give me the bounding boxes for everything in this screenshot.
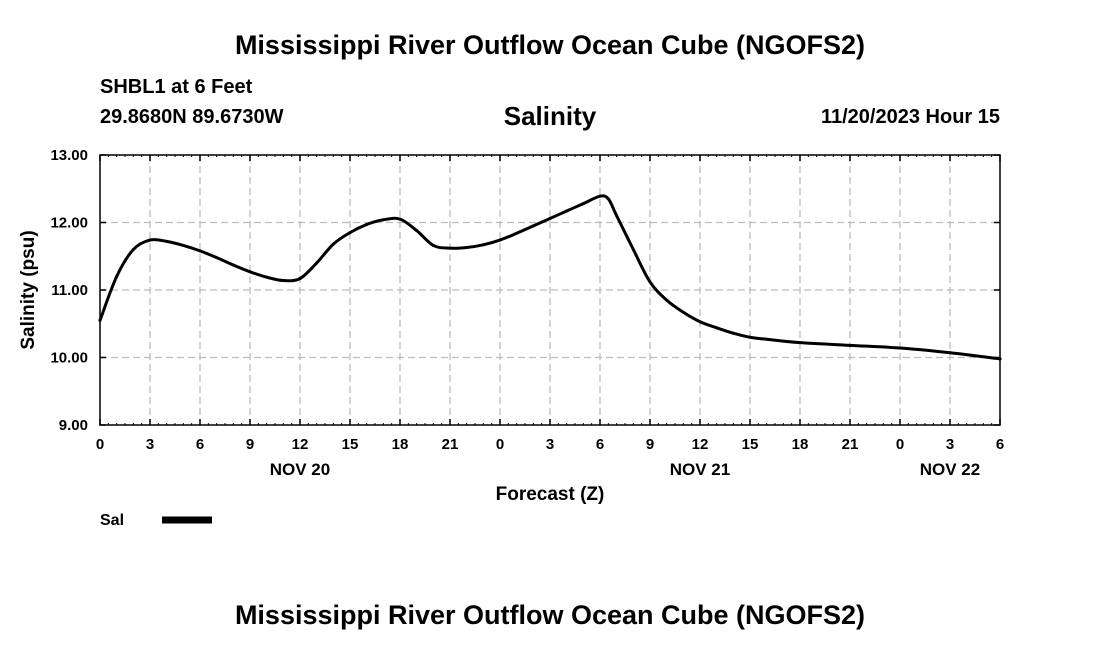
- data-point: [415, 229, 419, 233]
- x-tick-label: 9: [246, 436, 254, 453]
- label-layer: 0 3 6 9 12 15 18 21 0 3 6 9 12 15 18 21 0 3 6 9.00 10.00 11.0…: [18, 147, 1004, 529]
- data-point: [715, 326, 719, 330]
- x-tick-label: 0: [496, 436, 504, 453]
- x-tick-label: 6: [596, 436, 604, 453]
- chart-main-title: Mississippi River Outflow Ocean Cube (NG…: [234, 30, 866, 60]
- data-point: [798, 341, 802, 345]
- forecast-datetime: 11/20/2023 Hour 15: [820, 106, 1000, 128]
- y-tick-label: 12.00: [50, 215, 88, 232]
- date-label: NOV 20: [270, 460, 330, 479]
- data-point: [281, 279, 285, 283]
- data-point: [698, 320, 702, 324]
- data-point: [998, 357, 1002, 361]
- data-point: [848, 343, 852, 347]
- x-tick-label: 3: [546, 436, 554, 453]
- data-point: [631, 248, 635, 251]
- data-point: [198, 249, 202, 253]
- data-point: [231, 263, 235, 267]
- data-point: [248, 270, 252, 274]
- data-point: [581, 202, 585, 206]
- x-tick-label: 0: [96, 436, 104, 453]
- x-axis-label: Forecast (Z): [496, 484, 605, 505]
- data-point: [765, 337, 769, 341]
- footer-title: Mississippi River Outflow Ocean Cube (NG…: [234, 600, 866, 630]
- station-coordinates: 29.8680N 89.6730W: [100, 106, 284, 128]
- data-point: [681, 310, 685, 314]
- station-label: SHBL1 at 6 Feet: [100, 76, 253, 98]
- x-tick-label: 9: [646, 436, 654, 453]
- data-point: [148, 238, 152, 242]
- y-tick-label: 10.00: [50, 350, 88, 367]
- data-point: [615, 214, 619, 218]
- data-point: [365, 223, 369, 227]
- x-tick-label: 15: [742, 436, 759, 453]
- data-point: [898, 346, 902, 350]
- x-tick-label: 6: [996, 436, 1004, 453]
- y-tick-label: 11.00: [51, 282, 88, 299]
- data-point: [131, 248, 135, 251]
- chart-subtitle: Salinity: [503, 101, 597, 131]
- data-point: [748, 335, 752, 339]
- data-point: [431, 243, 435, 247]
- data-point: [731, 331, 735, 335]
- data-point: [565, 209, 569, 213]
- data-point: [531, 224, 535, 228]
- y-axis-label: Salinity (psu): [18, 230, 39, 349]
- data-point: [98, 318, 102, 322]
- data-point: [298, 277, 302, 281]
- data-point: [948, 351, 952, 355]
- data-point: [381, 218, 385, 222]
- data-point: [448, 246, 452, 250]
- x-tick-label: 21: [442, 436, 459, 453]
- data-point: [348, 231, 352, 235]
- data-point: [606, 197, 610, 201]
- x-tick-label: 12: [292, 436, 309, 453]
- x-tick-label: 15: [342, 436, 359, 453]
- data-point: [498, 238, 502, 242]
- x-tick-label: 3: [146, 436, 154, 453]
- plot-frame: [99, 154, 1001, 426]
- data-point: [648, 280, 652, 284]
- x-tick-label: 0: [896, 436, 904, 453]
- data-point: [465, 245, 469, 249]
- x-tick-label: 12: [692, 436, 709, 453]
- data-point: [265, 275, 269, 279]
- data-point: [481, 243, 485, 247]
- legend-label: Sal: [100, 512, 124, 529]
- axis-layer: [99, 154, 1001, 426]
- data-point: [181, 243, 185, 247]
- data-point: [665, 298, 669, 302]
- series-layer: [98, 194, 1002, 361]
- data-point: [515, 231, 519, 235]
- data-point: [215, 256, 219, 260]
- data-point: [315, 261, 319, 265]
- y-tick-label: 9.00: [59, 417, 88, 434]
- data-point: [548, 216, 552, 220]
- x-tick-label: 18: [792, 436, 809, 453]
- x-tick-label: 21: [842, 436, 859, 453]
- data-point: [398, 217, 402, 221]
- grid-layer: [100, 155, 1000, 425]
- date-label: NOV 22: [920, 460, 980, 479]
- x-tick-label: 18: [392, 436, 409, 453]
- y-tick-label: 13.00: [50, 147, 88, 164]
- data-point: [598, 194, 602, 198]
- data-point: [115, 275, 119, 278]
- x-tick-label: 3: [946, 436, 954, 453]
- x-tick-label: 6: [196, 436, 204, 453]
- date-label: NOV 21: [670, 460, 730, 479]
- data-point: [331, 242, 335, 246]
- data-point: [165, 239, 169, 243]
